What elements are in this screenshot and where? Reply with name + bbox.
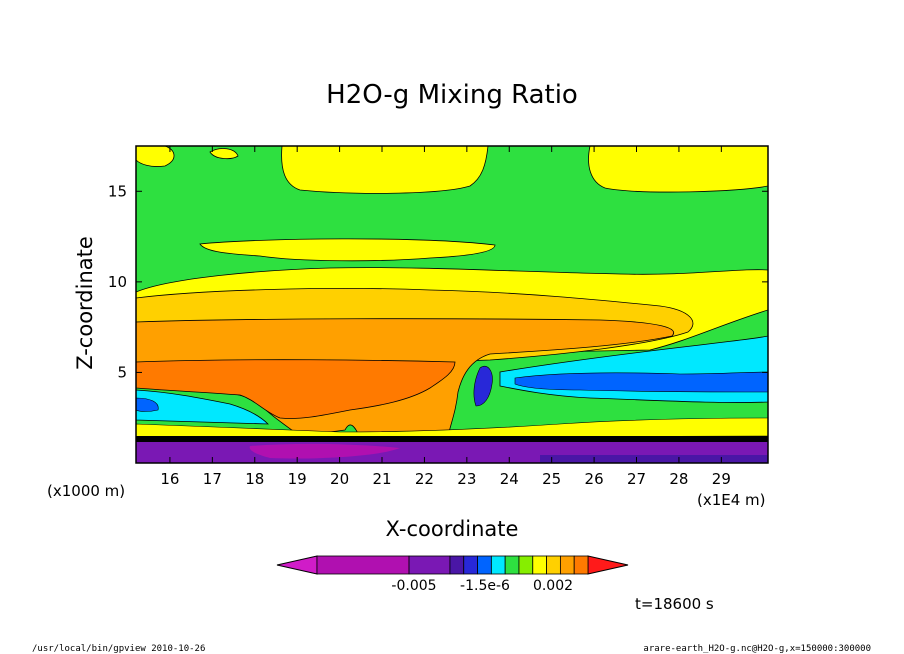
x-axis-ticks: 16 17 18 19 20 21 22 23 24 25 26 27 28 29 [160, 146, 731, 488]
x-tick-label: 17 [203, 470, 222, 488]
colorbar-max-arrow [587, 555, 629, 575]
region-yellow-band [199, 238, 496, 262]
y-axis-label: Z-coordinate [73, 236, 97, 370]
x-tick-label: 23 [457, 470, 476, 488]
y-axis-ticks: 5 10 15 [108, 182, 768, 381]
colorbar-swatch [316, 555, 410, 575]
region-yellow-surface [136, 417, 768, 439]
colorbar-label-3: 0.002 [533, 578, 573, 594]
x-tick-label: 18 [245, 470, 264, 488]
boundary-band [136, 436, 768, 442]
x-tick-label: 24 [500, 470, 519, 488]
x-tick-label: 19 [288, 470, 307, 488]
colorbar-label-2: -1.5e-6 [460, 578, 510, 594]
x-unit-label: (x1E4 m) [697, 491, 766, 509]
colorbar-swatch [518, 555, 534, 575]
x-tick-label: 21 [372, 470, 391, 488]
colorbar-swatch [449, 555, 465, 575]
colorbar-swatch [532, 555, 547, 575]
region-dark-orange [136, 359, 456, 419]
colorbar-swatch [490, 555, 506, 575]
region-yellow-top-left [136, 146, 175, 167]
x-axis-label: X-coordinate [386, 517, 519, 541]
colorbar-swatch [504, 555, 520, 575]
y-tick-label: 5 [117, 363, 127, 381]
y-unit-label: (x1000 m) [47, 482, 125, 500]
x-tick-label: 20 [330, 470, 349, 488]
footer-left: /usr/local/bin/gpview 2010-10-26 [32, 644, 205, 654]
x-tick-label: 16 [160, 470, 179, 488]
x-tick-label: 27 [627, 470, 646, 488]
region-yellow-top-center [281, 146, 489, 194]
region-deep-blue [473, 365, 493, 407]
region-blue-waves [514, 371, 768, 393]
region-magenta [249, 443, 400, 459]
colorbar [276, 555, 629, 575]
x-tick-label: 26 [585, 470, 604, 488]
plot-area [136, 146, 768, 463]
x-tick-label: 22 [415, 470, 434, 488]
colorbar-swatch [559, 555, 575, 575]
chart-title: H2O-g Mixing Ratio [326, 80, 578, 110]
footer-right: arare-earth_H2O-g.nc@H2O-g,x=150000:3000… [643, 644, 871, 654]
region-yellow-top-right [588, 146, 768, 193]
region-yellow-blob-small [209, 148, 239, 160]
x-tick-label: 29 [712, 470, 731, 488]
x-tick-label: 28 [669, 470, 688, 488]
colorbar-min-arrow [276, 555, 318, 575]
colorbar-label-1: -0.005 [391, 578, 436, 594]
y-tick-label: 10 [108, 273, 127, 291]
colorbar-swatch [463, 555, 478, 575]
region-indigo [540, 455, 768, 463]
x-tick-label: 25 [542, 470, 561, 488]
y-tick-label: 15 [108, 182, 127, 200]
colorbar-swatch [477, 555, 492, 575]
colorbar-swatch [408, 555, 451, 575]
colorbar-swatch [546, 555, 561, 575]
region-cyan-left [136, 389, 269, 425]
plot-frame [135, 145, 769, 464]
time-annotation: t=18600 s [635, 595, 714, 613]
region-blue-left [136, 397, 159, 412]
colorbar-swatch [573, 555, 589, 575]
